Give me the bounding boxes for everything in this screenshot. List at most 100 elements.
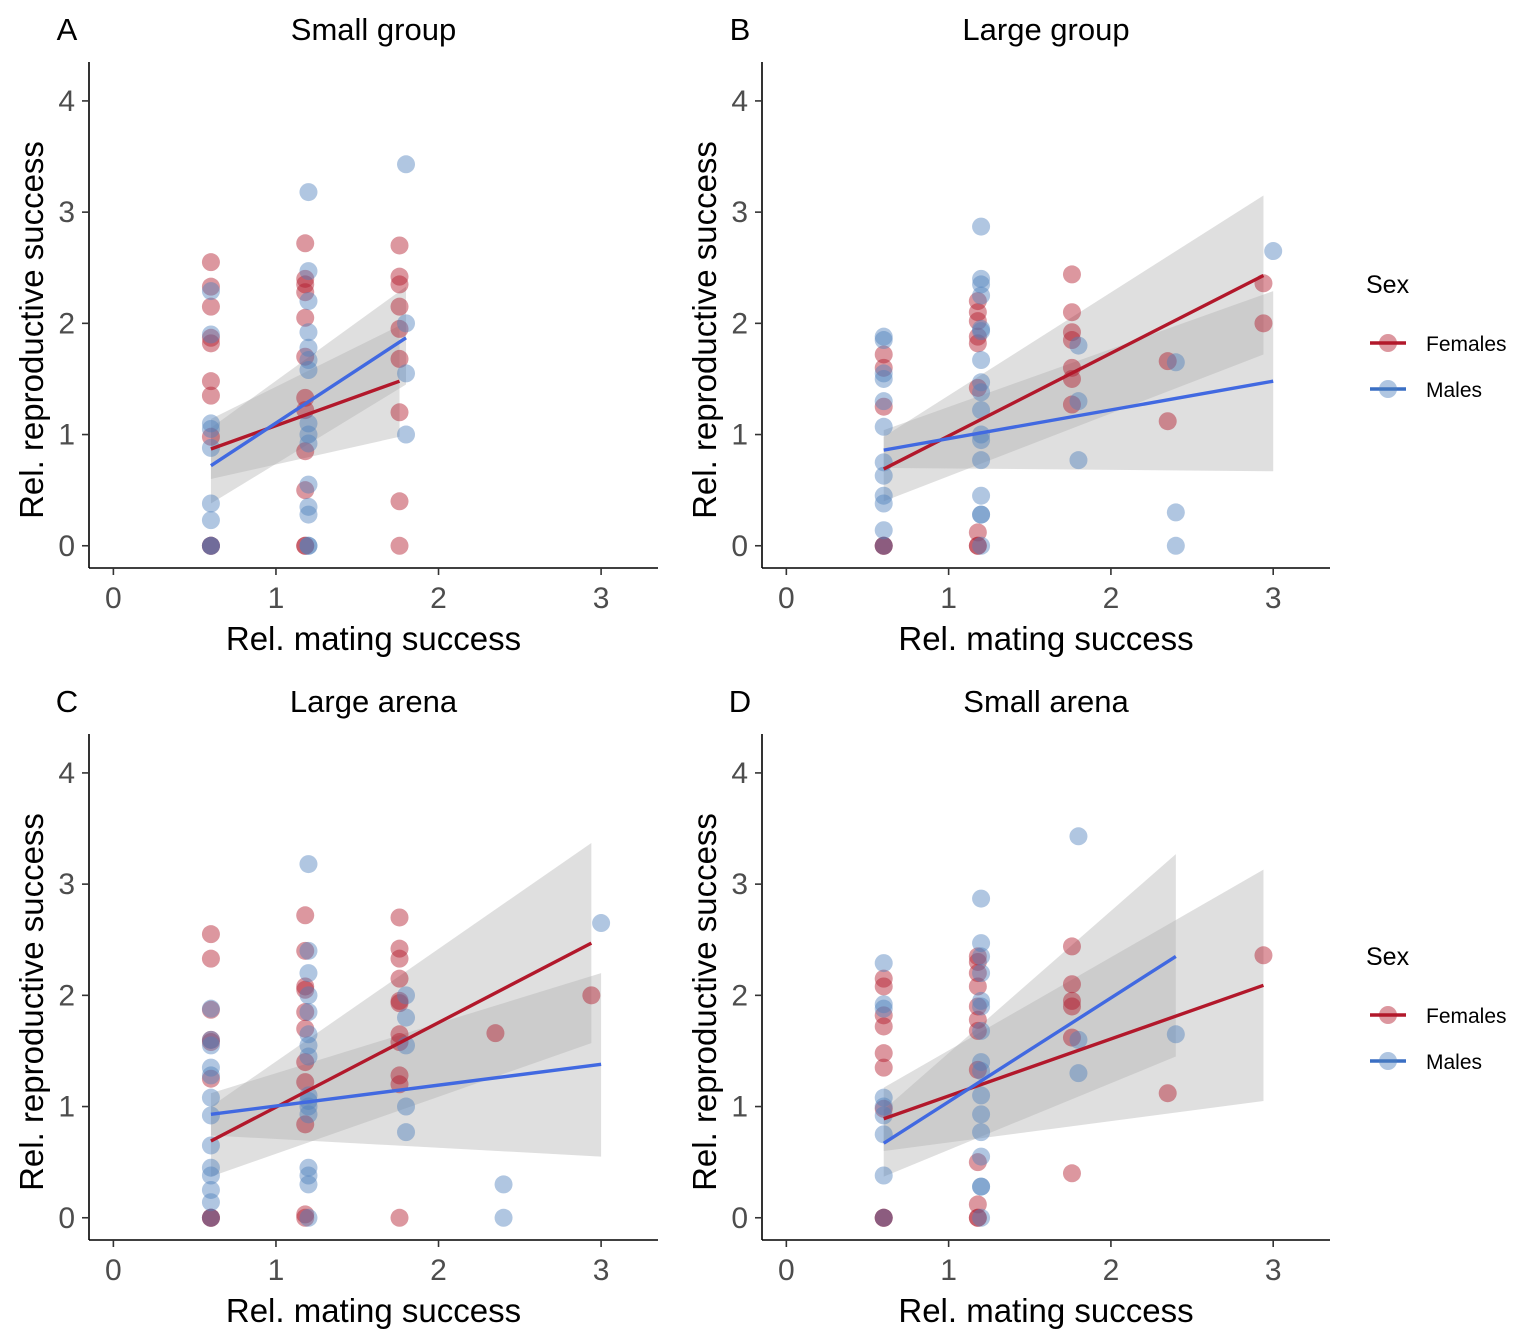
data-point-females	[1158, 352, 1177, 371]
data-point-females	[201, 328, 220, 347]
data-point-females	[296, 536, 315, 555]
data-point-females	[968, 312, 987, 331]
data-point-females	[201, 949, 220, 968]
data-point-males	[972, 383, 991, 402]
data-point-males	[397, 425, 416, 444]
data-point-females	[390, 349, 409, 368]
data-point-males	[874, 327, 893, 346]
data-point-males	[299, 361, 318, 380]
data-point-males	[397, 1008, 416, 1027]
data-point-males	[972, 1021, 991, 1040]
data-point-females	[296, 906, 315, 925]
data-point-males	[874, 494, 893, 513]
x-tick-label: 3	[1265, 582, 1282, 615]
x-tick-label: 0	[105, 582, 122, 615]
data-point-females	[201, 386, 220, 405]
data-point-males	[972, 505, 991, 524]
fit-line-males	[883, 379, 1274, 452]
panel-letter: D	[729, 684, 751, 719]
data-point-females	[390, 267, 409, 286]
data-point-females	[968, 1195, 987, 1214]
data-point-males	[972, 1061, 991, 1080]
data-point-females	[968, 977, 987, 996]
data-point-females	[390, 275, 409, 294]
y-tick-label: 4	[731, 85, 748, 118]
data-point-males	[1069, 1030, 1088, 1049]
data-point-males	[972, 217, 991, 236]
data-point-females	[874, 977, 893, 996]
data-point-females	[1158, 1084, 1177, 1103]
data-point-males	[201, 1166, 220, 1185]
data-point-males	[299, 475, 318, 494]
data-point-females	[968, 378, 987, 397]
data-point-males	[299, 434, 318, 453]
y-tick-label: 1	[58, 1091, 75, 1124]
data-point-females	[486, 1024, 505, 1043]
data-point-females	[390, 297, 409, 316]
x-axis-title: Rel. mating success	[898, 1292, 1193, 1329]
data-point-females	[968, 334, 987, 353]
data-point-males	[972, 947, 991, 966]
data-point-males	[972, 536, 991, 555]
data-point-females	[201, 536, 220, 555]
x-tick-label: 3	[593, 582, 610, 615]
y-tick-label: 0	[58, 1202, 75, 1235]
data-point-females	[390, 994, 409, 1013]
y-tick-label: 3	[58, 868, 75, 901]
legend-point-females	[1379, 334, 1397, 352]
data-point-females	[1062, 975, 1081, 994]
data-point-females	[1062, 395, 1081, 414]
data-point-females	[201, 1069, 220, 1088]
data-point-males	[1264, 242, 1283, 261]
data-point-males	[874, 1088, 893, 1107]
data-point-males	[397, 986, 416, 1005]
data-point-males	[299, 292, 318, 311]
data-point-males	[397, 155, 416, 174]
y-tick-label: 0	[58, 530, 75, 563]
data-point-females	[201, 277, 220, 296]
data-point-males	[201, 325, 220, 344]
data-point-males	[874, 1166, 893, 1185]
x-tick-label: 1	[940, 1254, 957, 1287]
x-tick-label: 0	[778, 582, 795, 615]
data-point-females	[968, 1021, 987, 1040]
data-point-males	[397, 1097, 416, 1116]
data-point-females	[968, 997, 987, 1016]
data-point-males	[299, 1047, 318, 1066]
panel-b: 0 1 2 3 4 0 1 2 3 Large group B Rel. mating success…	[686, 12, 1507, 657]
data-point-males	[972, 322, 991, 341]
data-point-females	[201, 1030, 220, 1049]
data-point-females	[296, 980, 315, 999]
data-point-males	[972, 1123, 991, 1142]
data-point-females	[296, 1073, 315, 1092]
data-point-females	[968, 303, 987, 322]
data-point-males	[874, 1097, 893, 1116]
data-point-females	[874, 1208, 893, 1227]
data-point-females	[390, 969, 409, 988]
y-tick-label: 3	[58, 196, 75, 229]
data-point-males	[972, 889, 991, 908]
data-point-males	[201, 1136, 220, 1155]
data-point-females	[968, 947, 987, 966]
data-point-males	[1166, 1025, 1185, 1044]
data-point-males	[201, 414, 220, 433]
data-point-males	[201, 1088, 220, 1107]
data-point-females	[201, 297, 220, 316]
legend-point-males	[1379, 380, 1397, 398]
data-point-females	[1062, 1028, 1081, 1047]
panel-title: Small arena	[963, 684, 1129, 719]
panel-title: Small group	[291, 12, 456, 47]
data-point-females	[296, 1205, 315, 1224]
data-point-males	[874, 1106, 893, 1125]
legend-label-females: Females	[1426, 1005, 1507, 1028]
data-point-males	[299, 1025, 318, 1044]
data-point-males	[397, 364, 416, 383]
data-point-males	[972, 351, 991, 370]
fit-line-females	[210, 379, 401, 451]
data-point-females	[874, 1208, 893, 1227]
data-point-males	[299, 964, 318, 983]
data-point-females	[1062, 1164, 1081, 1183]
data-point-females	[968, 536, 987, 555]
x-tick-label: 2	[430, 1254, 447, 1287]
